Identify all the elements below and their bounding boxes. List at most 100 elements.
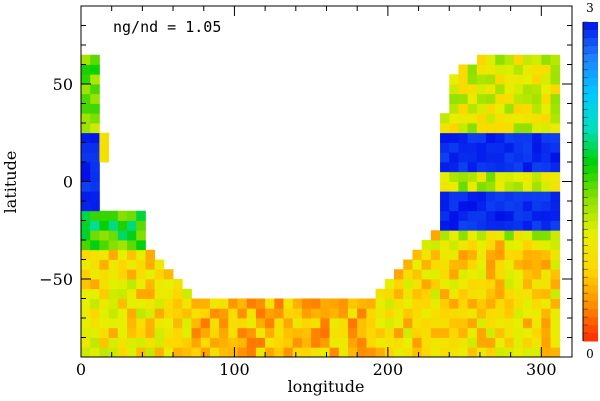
heatmap-cell <box>421 279 432 290</box>
heatmap-cell <box>246 318 257 329</box>
heatmap-cell <box>541 123 551 134</box>
heatmap-cell <box>513 240 524 251</box>
heatmap-cell <box>522 220 533 231</box>
heatmap-cell <box>366 347 376 358</box>
heatmap-cell <box>504 162 515 173</box>
colorbar-max-label: 3 <box>586 1 594 15</box>
heatmap-cell <box>486 249 496 260</box>
heatmap-cell <box>495 347 505 358</box>
heatmap-cell <box>191 318 202 329</box>
heatmap-cell <box>550 93 561 104</box>
heatmap-cell <box>347 308 358 319</box>
heatmap-cell <box>449 103 459 114</box>
colorbar-swatch <box>583 293 598 302</box>
heatmap-cell <box>412 269 423 280</box>
heatmap-cell <box>440 191 450 202</box>
heatmap-cell <box>495 318 505 329</box>
heatmap-cell <box>265 298 275 309</box>
heatmap-cell <box>467 201 478 212</box>
heatmap-cell <box>292 347 303 358</box>
heatmap-cell <box>550 230 561 241</box>
heatmap-cell <box>127 308 137 319</box>
heatmap-cell <box>486 103 496 114</box>
heatmap-cell <box>504 288 515 299</box>
heatmap-cell <box>274 327 284 338</box>
heatmap-cell <box>522 259 533 270</box>
heatmap-cell <box>357 298 367 309</box>
heatmap-cell <box>522 132 533 143</box>
heatmap-cell <box>81 152 91 163</box>
heatmap-cell <box>90 230 100 241</box>
heatmap-cell <box>99 327 110 338</box>
heatmap-cell <box>541 210 551 221</box>
heatmap-cell <box>504 64 515 75</box>
heatmap-cell <box>200 327 211 338</box>
heatmap-cell <box>228 347 238 358</box>
heatmap-cell <box>90 84 100 95</box>
heatmap-cell <box>366 327 376 338</box>
heatmap-cell <box>532 74 542 85</box>
heatmap-cell <box>81 308 91 319</box>
heatmap-cell <box>329 337 340 348</box>
heatmap-cell <box>90 64 100 75</box>
heatmap-cell <box>486 337 496 348</box>
heatmap-cell <box>495 327 505 338</box>
heatmap-cell <box>440 113 450 124</box>
heatmap-cell <box>338 327 349 338</box>
heatmap-cell <box>384 318 395 329</box>
heatmap-cell <box>504 191 515 202</box>
heatmap-cell <box>522 249 533 260</box>
heatmap-cell <box>449 337 459 348</box>
heatmap-cell <box>467 327 478 338</box>
heatmap-cell <box>255 337 266 348</box>
heatmap-cell <box>136 269 146 280</box>
heatmap-cell <box>108 308 119 319</box>
heatmap-cell <box>495 269 505 280</box>
heatmap-cell <box>513 181 524 192</box>
heatmap-cell <box>173 288 183 299</box>
heatmap-cell <box>81 191 91 202</box>
heatmap-cell <box>550 132 561 143</box>
heatmap-cell <box>458 269 469 280</box>
heatmap-cell <box>440 152 450 163</box>
heatmap-cell <box>550 103 561 114</box>
heatmap-cell <box>145 327 156 338</box>
heatmap-cell <box>550 201 561 212</box>
heatmap-cell <box>532 93 542 104</box>
heatmap-cell <box>458 74 469 85</box>
heatmap-cell <box>486 113 496 124</box>
heatmap-cell <box>458 220 469 231</box>
heatmap-cell <box>522 279 533 290</box>
colorbar-swatch <box>583 165 598 175</box>
heatmap-cell <box>458 103 469 114</box>
heatmap-cell <box>154 259 165 270</box>
heatmap-cell <box>320 318 330 329</box>
heatmap-cell <box>550 162 561 173</box>
heatmap-cell <box>550 327 561 338</box>
heatmap-cell <box>541 132 551 143</box>
heatmap-cell <box>163 327 174 338</box>
heatmap-cell <box>467 220 478 231</box>
colorbar-swatch <box>583 53 598 63</box>
heatmap-cell <box>550 152 561 163</box>
heatmap-cell <box>541 84 551 95</box>
heatmap-cell <box>90 249 100 260</box>
heatmap-cell <box>476 123 487 134</box>
heatmap-cell <box>108 240 119 251</box>
colorbar-swatch <box>583 173 598 182</box>
heatmap-cell <box>145 269 156 280</box>
heatmap-cell <box>486 84 496 95</box>
heatmap-cell <box>513 93 524 104</box>
colorbar-swatch <box>583 101 598 111</box>
heatmap-cell <box>90 142 100 153</box>
colorbar-swatch <box>583 197 598 206</box>
heatmap-cell <box>513 103 524 114</box>
heatmap-cell <box>430 327 441 338</box>
heatmap-cell <box>495 74 505 85</box>
heatmap-cell <box>320 327 330 338</box>
heatmap-cell <box>476 74 487 85</box>
heatmap-cell <box>127 327 137 338</box>
heatmap-cell <box>541 74 551 85</box>
heatmap-cell <box>90 210 100 221</box>
heatmap-cell <box>81 162 91 173</box>
